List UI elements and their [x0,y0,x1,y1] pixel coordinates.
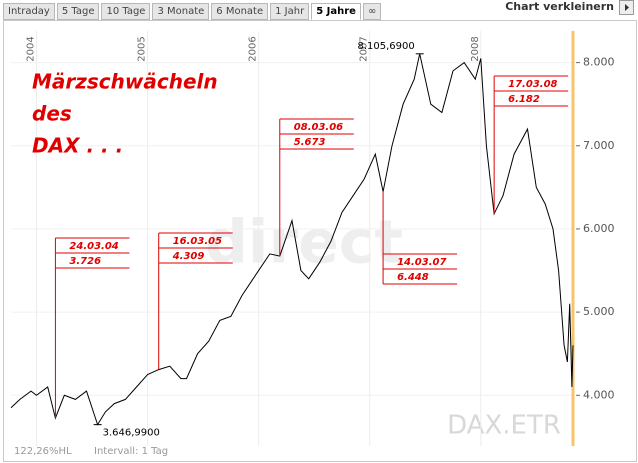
y-tick-label: 4.000 [583,388,615,401]
tab[interactable]: 1 Jahr [270,3,310,20]
tab[interactable]: 3 Monate [152,3,210,20]
tab[interactable]: 5 Tage [56,3,100,20]
annotation-title: des [32,102,72,126]
y-tick-label: 7.000 [583,139,615,152]
annotation-date: 16.03.05 [173,236,222,247]
x-tick-label: 2005 [137,36,148,61]
tab-bar: Intraday 5 Tage 10 Tage 3 Monate 6 Monate 1 J… [3,3,382,20]
tab[interactable]: ∞ [362,3,382,20]
high-label: 8.105,6900 [357,41,414,52]
annotation-date: 17.03.08 [508,79,557,90]
x-tick-label: 2008 [470,36,481,61]
y-tick-label: 5.000 [583,305,615,318]
chart: direct DAX.ETR 2004 2005 2006 2007 2008 4.000 5.… [10,31,615,457]
annotation-title: Märzschwächeln [32,70,218,94]
x-tick-label: 2004 [26,36,37,61]
series-line [10,53,574,426]
annotation-value: 4.309 [172,251,205,262]
arrow-icon [625,4,629,11]
footer-interval: Intervall: 1 Tag [94,446,168,457]
tab[interactable]: 10 Tage [101,3,151,20]
tab[interactable]: 5 Jahre [311,3,361,20]
annotation-value: 5.673 [294,137,326,148]
tab[interactable]: Intraday [3,3,55,20]
annotation-date: 24.03.04 [69,241,118,252]
annotation-value: 6.182 [508,94,540,105]
y-tick-label: 6.000 [583,222,615,235]
shrink-button[interactable]: Chart verkleinern [505,0,614,13]
symbol-label: DAX.ETR [447,411,561,441]
tab[interactable]: 6 Monate [211,3,269,20]
shrink-arrow[interactable] [619,0,634,15]
annotation-title: DAX . . . [32,134,123,158]
x-tick-label: 2006 [248,36,259,61]
chart-frame: direct DAX.ETR 2004 2005 2006 2007 2008 4.000 5.… [3,20,637,462]
footer-scale: 122,26%HL [14,446,72,457]
annotation-value: 6.448 [397,272,429,283]
annotation-date: 08.03.06 [294,122,343,133]
low-label: 3.646,9900 [103,428,160,439]
annotation-value: 3.726 [69,256,101,267]
y-tick-label: 8.000 [583,56,615,69]
watermark: direct [205,208,403,278]
annotation-date: 14.03.07 [397,257,446,268]
x-tick-label: 2007 [359,36,370,61]
